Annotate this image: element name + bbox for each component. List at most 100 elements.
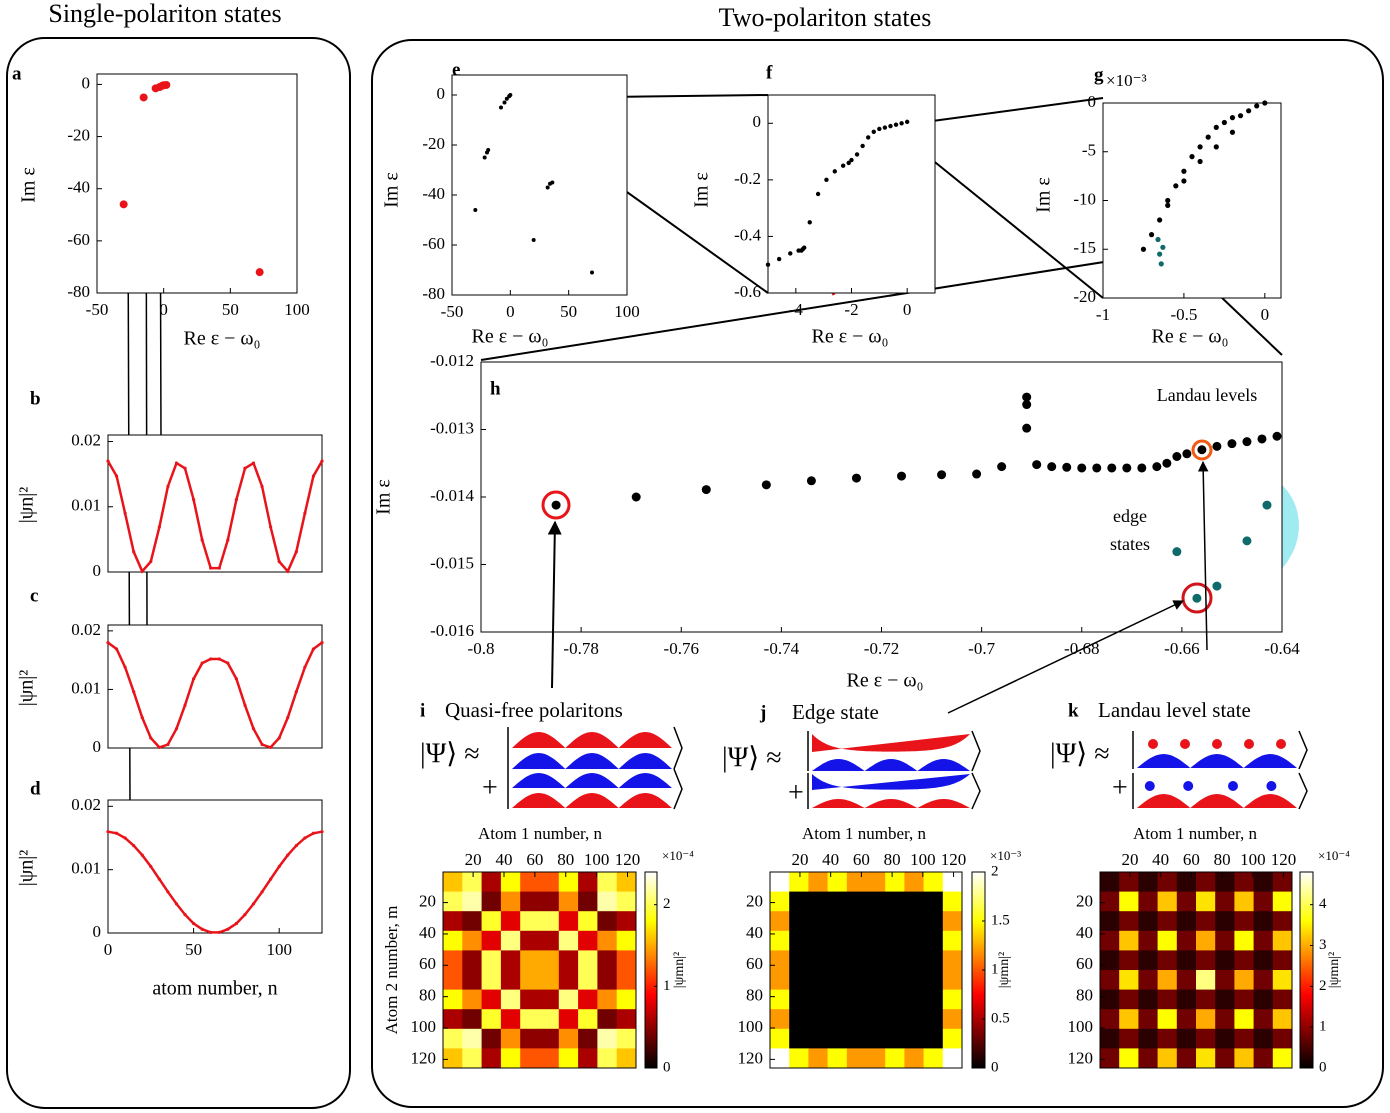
heat-cell	[1176, 891, 1197, 912]
line-point	[123, 836, 127, 840]
heat-cell	[1253, 989, 1274, 1010]
point	[1022, 423, 1032, 433]
y-axis-label: |ψn|²	[16, 487, 38, 524]
heat-cell	[1100, 1028, 1120, 1049]
heat-cell	[789, 1028, 809, 1049]
x-tick-label: -0.72	[864, 639, 899, 658]
y-axis-label: |ψn|²	[16, 670, 38, 707]
heat-cell	[462, 1028, 483, 1049]
heat-cell	[808, 950, 829, 971]
point	[499, 105, 503, 110]
heat-cell	[443, 872, 463, 893]
y-tick-label: -0.014	[430, 486, 474, 505]
colorbar-tick-label: 2	[1319, 978, 1327, 994]
state-label: j	[759, 702, 766, 723]
heat-cell	[481, 891, 502, 912]
heat-cell	[1100, 891, 1120, 912]
colorbar-tick-label: 1	[663, 978, 671, 994]
heat-cell	[1215, 970, 1235, 991]
line-point	[294, 690, 298, 694]
heat-cell	[1272, 970, 1293, 991]
heat-cell	[827, 1048, 848, 1069]
heat-cell	[885, 1028, 905, 1049]
x-tick-label: 100	[266, 940, 292, 959]
y-tick-label: -0.015	[430, 553, 474, 572]
heat-cell	[1253, 950, 1274, 971]
ket-angle	[971, 772, 981, 810]
heat-cell	[578, 1028, 598, 1049]
heat-cell	[558, 872, 579, 893]
point	[1032, 460, 1042, 470]
heat-cell	[539, 891, 560, 912]
heat-cell	[558, 930, 579, 951]
particle	[1276, 739, 1286, 749]
heat-cell	[1176, 950, 1197, 971]
heat-cell	[578, 989, 598, 1010]
line-point	[269, 745, 273, 750]
heat-cell	[558, 1028, 579, 1049]
heat-cell	[1253, 930, 1274, 951]
particle	[1228, 781, 1238, 791]
heat-cell	[1196, 911, 1216, 932]
point	[788, 251, 793, 256]
point	[904, 119, 910, 125]
point	[796, 248, 801, 253]
heat-cell	[1272, 872, 1293, 893]
x-tick-label: 20	[465, 850, 482, 869]
panel-label: f	[766, 62, 773, 83]
heat-cell	[1138, 872, 1159, 893]
x-tick-label: 20	[1121, 850, 1138, 869]
ket-angle	[1298, 772, 1308, 810]
heat-cell	[539, 989, 560, 1010]
heat-cell	[481, 911, 502, 932]
heat-cell	[500, 1009, 521, 1030]
line-point	[157, 745, 161, 750]
y-axis-label: Im ε	[691, 172, 713, 208]
heat-cell	[1157, 891, 1178, 912]
point	[1237, 113, 1244, 119]
arrow	[947, 600, 1184, 714]
heat-cell	[443, 950, 463, 971]
heat-cell	[866, 1009, 886, 1030]
point	[1262, 100, 1268, 106]
heat-cell	[578, 872, 598, 893]
x-axis-label: Re ε − ω₀	[471, 326, 548, 348]
heat-cell	[923, 970, 944, 991]
point	[761, 480, 771, 490]
point	[504, 96, 509, 101]
wave	[512, 732, 672, 748]
heat-cell	[1215, 891, 1235, 912]
state-k: k Landau level state |Ψ⟩ ≈ +	[1050, 698, 1251, 804]
point	[1197, 158, 1203, 165]
x-axis-label: Re ε − ω₀	[183, 328, 260, 350]
point	[531, 238, 536, 242]
x-tick-label: 120	[941, 850, 967, 869]
point	[473, 208, 478, 212]
heat-cell	[1100, 950, 1120, 971]
heat-cell	[597, 1028, 618, 1049]
heat-cell	[462, 970, 483, 991]
heat-cell	[1100, 911, 1120, 932]
y-tick-label: 0	[82, 73, 91, 92]
heat-cell	[1253, 872, 1274, 893]
heat-cell	[846, 1009, 867, 1030]
heat-cell	[885, 872, 905, 893]
y-tick-label: 120	[411, 1048, 437, 1067]
y-tick-label: 20	[1076, 891, 1093, 910]
heat-cell	[1119, 989, 1139, 1010]
heat-cell	[923, 891, 944, 912]
heat-cell	[539, 872, 560, 893]
x-tick-label: 100	[910, 850, 936, 869]
heat-cell	[770, 989, 790, 1010]
annotation: Landau levels	[1157, 385, 1257, 405]
heat-cell	[1215, 950, 1235, 971]
x-tick-label: 0	[159, 300, 168, 319]
heat-cell	[1157, 989, 1178, 1010]
y-tick-label: -10	[1073, 189, 1096, 208]
heat-cell	[923, 950, 944, 971]
panel-label: a	[12, 63, 22, 84]
y-tick-label: -80	[67, 282, 90, 301]
x-tick-label: 50	[560, 302, 577, 321]
heat-cell	[1253, 1009, 1274, 1030]
colorbar-tick-label: 2	[991, 863, 999, 879]
